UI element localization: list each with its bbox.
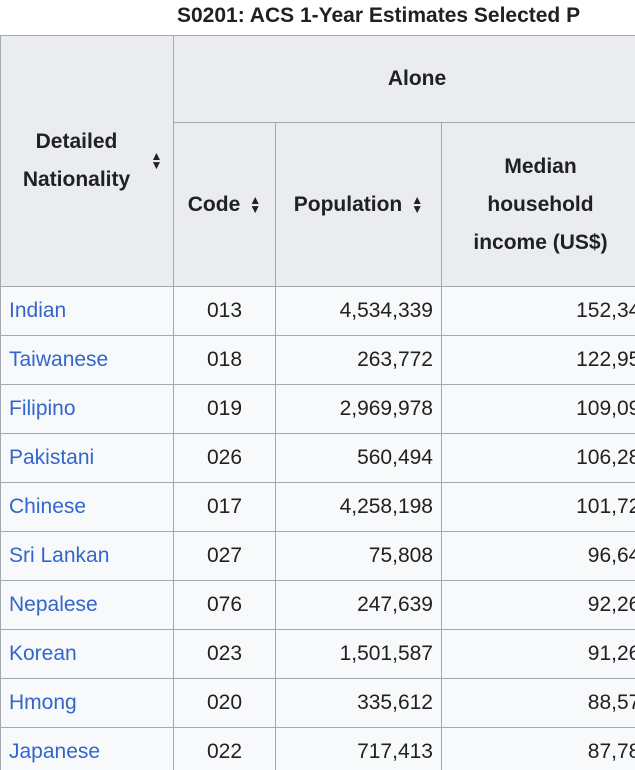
table-row: Filipino 019 2,969,978 109,090: [0, 384, 635, 434]
nationality-link[interactable]: Korean: [9, 642, 77, 665]
table-caption: S0201: ACS 1-Year Estimates Selected P: [177, 4, 581, 27]
table-body: Indian 013 4,534,339 152,341 Taiwanese 0…: [0, 286, 635, 770]
table-row: Chinese 017 4,258,198 101,728: [0, 482, 635, 532]
income-cell: 91,261: [440, 629, 635, 679]
code-cell: 020: [173, 678, 276, 728]
code-cell: 013: [173, 286, 276, 336]
nationality-link[interactable]: Pakistani: [9, 446, 95, 469]
code-cell: 076: [173, 580, 276, 630]
table-row: Hmong 020 335,612 88,572: [0, 678, 635, 728]
sort-icon[interactable]: ▲ ▼: [411, 192, 424, 216]
table-row: Indian 013 4,534,339 152,341: [0, 286, 635, 336]
table-row: Pakistani 026 560,494 106,281: [0, 433, 635, 483]
population-cell: 4,258,198: [275, 482, 442, 532]
column-header-code-label: Code: [187, 192, 241, 216]
income-cell: 101,728: [440, 482, 635, 532]
population-cell: 4,534,339: [275, 286, 442, 336]
code-cell: 018: [173, 335, 276, 385]
income-cell: 88,572: [440, 678, 635, 728]
code-cell: 017: [173, 482, 276, 532]
income-cell: 122,951: [440, 335, 635, 385]
column-group-header-alone: Alone: [172, 35, 635, 123]
income-cell: 106,281: [440, 433, 635, 483]
nationality-cell: Pakistani: [0, 433, 174, 483]
code-cell: 023: [173, 629, 276, 679]
population-cell: 263,772: [275, 335, 442, 385]
code-cell: 019: [173, 384, 276, 434]
nationality-link[interactable]: Indian: [9, 299, 67, 322]
income-cell: 87,789: [440, 727, 635, 770]
code-cell: 022: [173, 727, 276, 770]
nationality-cell: Taiwanese: [0, 335, 174, 385]
nationality-link[interactable]: Nepalese: [9, 593, 98, 616]
table-row: Taiwanese 018 263,772 122,951: [0, 335, 635, 385]
nationality-cell: Japanese: [0, 727, 174, 770]
population-cell: 75,808: [275, 531, 442, 581]
table-row: Sri Lankan 027 75,808 96,641: [0, 531, 635, 581]
sort-icon[interactable]: ▲ ▼: [249, 192, 262, 216]
column-header-nationality-label: Detailed Nationality: [22, 130, 131, 191]
nationality-link[interactable]: Sri Lankan: [9, 544, 110, 567]
nationality-cell: Nepalese: [0, 580, 174, 630]
column-header-income[interactable]: Median household income (US$) ▲▼: [440, 122, 635, 287]
column-header-population[interactable]: Population ▲ ▼: [275, 122, 442, 287]
population-cell: 717,413: [275, 727, 442, 770]
nationality-cell: Filipino: [0, 384, 174, 434]
column-header-code[interactable]: Code ▲ ▼: [173, 122, 276, 287]
population-cell: 560,494: [275, 433, 442, 483]
code-cell: 027: [173, 531, 276, 581]
nationality-cell: Sri Lankan: [0, 531, 174, 581]
sort-icon[interactable]: ▲ ▼: [150, 149, 163, 172]
nationality-link[interactable]: Taiwanese: [9, 348, 109, 371]
code-cell: 026: [173, 433, 276, 483]
nationality-link[interactable]: Japanese: [9, 740, 101, 763]
table-header: Detailed Nationality ▲ ▼ Alone Code ▲ ▼ Po…: [0, 35, 635, 287]
population-cell: 2,969,978: [275, 384, 442, 434]
population-cell: 335,612: [275, 678, 442, 728]
table-row: Japanese 022 717,413 87,789: [0, 727, 635, 770]
nationality-cell: Hmong: [0, 678, 174, 728]
header-group-row: Detailed Nationality ▲ ▼ Alone: [0, 35, 635, 287]
column-header-population-label: Population: [293, 192, 403, 216]
income-cell: 92,262: [440, 580, 635, 630]
column-header-income-label: Median household income (US$): [473, 154, 608, 254]
nationality-link[interactable]: Hmong: [9, 691, 77, 714]
table-row: Nepalese 076 247,639 92,262: [0, 580, 635, 630]
table-row: Korean 023 1,501,587 91,261: [0, 629, 635, 679]
population-cell: 1,501,587: [275, 629, 442, 679]
nationality-cell: Chinese: [0, 482, 174, 532]
nationality-cell: Indian: [0, 286, 174, 336]
nationality-income-table: Detailed Nationality ▲ ▼ Alone Code ▲ ▼ Po…: [0, 35, 635, 770]
income-cell: 152,341: [440, 286, 635, 336]
income-cell: 96,641: [440, 531, 635, 581]
income-cell: 109,090: [440, 384, 635, 434]
population-cell: 247,639: [275, 580, 442, 630]
nationality-link[interactable]: Chinese: [9, 495, 87, 518]
nationality-link[interactable]: Filipino: [9, 397, 76, 420]
nationality-cell: Korean: [0, 629, 174, 679]
column-header-nationality[interactable]: Detailed Nationality ▲ ▼: [0, 35, 174, 287]
